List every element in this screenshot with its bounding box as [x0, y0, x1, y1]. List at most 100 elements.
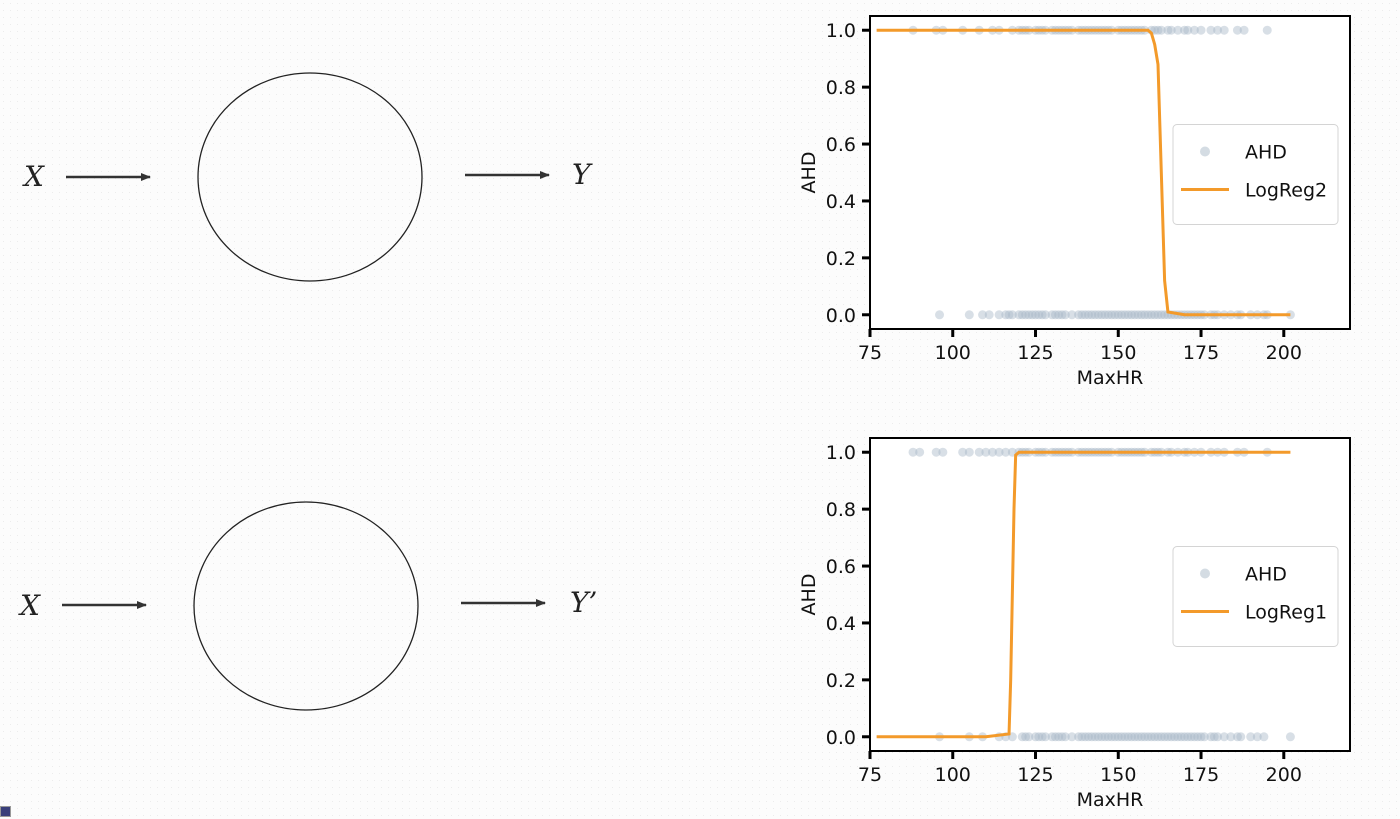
- legend-box: [1172, 124, 1339, 225]
- y-tick-label: 0.0: [826, 727, 856, 749]
- scatter-point: [1024, 732, 1034, 742]
- series-line: [876, 28, 1291, 317]
- scatter-point: [1259, 732, 1269, 742]
- scatter-point: [1156, 732, 1166, 742]
- scatter-point: [1183, 25, 1193, 35]
- output-label-bottom: Y’: [570, 586, 597, 619]
- legend: AHD LogReg2: [1172, 124, 1339, 225]
- scatter-point: [1083, 732, 1093, 742]
- scatter-point: [1047, 732, 1057, 742]
- scatter-point: [1246, 732, 1256, 742]
- scatter-point: [1236, 732, 1246, 742]
- scatter-point: [994, 447, 1004, 457]
- app-icon[interactable]: [0, 806, 11, 817]
- scatter-point: [1087, 310, 1097, 320]
- y-tick-label: 0.4: [826, 191, 856, 213]
- legend-label: LogReg2: [1245, 180, 1327, 202]
- scatter-point: [1156, 310, 1166, 320]
- scatter-point: [1133, 310, 1143, 320]
- scatter-point: [1262, 25, 1272, 35]
- scatter-point: [964, 310, 974, 320]
- scatter-point: [1037, 732, 1047, 742]
- scatter-point: [1219, 732, 1229, 742]
- x-tick-label: 75: [858, 764, 882, 786]
- scatter-point: [1189, 25, 1199, 35]
- scatter-point: [931, 447, 941, 457]
- legend-box: [1172, 546, 1339, 647]
- scatter-point: [1199, 732, 1209, 742]
- legend-label: AHD: [1245, 142, 1287, 164]
- scatter-point: [984, 310, 994, 320]
- x-tick-label: 125: [1017, 764, 1053, 786]
- scatter-point: [1050, 310, 1060, 320]
- scatter-point: [1080, 310, 1090, 320]
- scatter-point: [1213, 25, 1223, 35]
- scatter-point: [1285, 732, 1295, 742]
- scatter-point: [1093, 732, 1103, 742]
- scatter-point: [1057, 310, 1067, 320]
- scatter-point: [1060, 310, 1070, 320]
- scatter-point: [1140, 310, 1150, 320]
- scatter-point: [1113, 310, 1123, 320]
- scatter-point: [1120, 732, 1130, 742]
- scatter-point: [1103, 310, 1113, 320]
- scatter-point: [1067, 310, 1077, 320]
- scatter-point: [1206, 732, 1216, 742]
- scatter-point: [1133, 732, 1143, 742]
- scatter-point: [1037, 310, 1047, 320]
- scatter-point: [1166, 732, 1176, 742]
- scatter-point: [1160, 732, 1170, 742]
- scatter-point: [1067, 732, 1077, 742]
- scatter-point: [1150, 732, 1160, 742]
- scatter-point: [1074, 732, 1084, 742]
- scatter-point: [1143, 732, 1153, 742]
- scatter-point: [1232, 25, 1242, 35]
- scatter-point: [1080, 732, 1090, 742]
- scatter-point: [1097, 732, 1107, 742]
- legend-marker-scatter: [1200, 568, 1210, 579]
- scatter-point: [1113, 732, 1123, 742]
- y-tick-label: 0.4: [826, 613, 856, 635]
- scatter-point: [1074, 310, 1084, 320]
- scatter-point: [1146, 732, 1156, 742]
- x-tick-label: 175: [1183, 342, 1219, 364]
- scatter-point: [1050, 732, 1060, 742]
- scatter-point: [1170, 732, 1180, 742]
- scatter-point: [958, 447, 968, 457]
- scatter-point: [1034, 310, 1044, 320]
- scatter-point: [1110, 310, 1120, 320]
- legend: AHD LogReg1: [1172, 546, 1339, 647]
- scatter-point: [1083, 310, 1093, 320]
- legend-label: AHD: [1245, 564, 1287, 586]
- scatter-point: [1017, 732, 1027, 742]
- scatter-point: [1179, 732, 1189, 742]
- scatter-point: [1040, 732, 1050, 742]
- scatter-point: [1127, 310, 1137, 320]
- scatter-point: [1176, 732, 1186, 742]
- scatter-point: [1057, 732, 1067, 742]
- scatter-point: [1031, 732, 1041, 742]
- scatter-point: [1193, 732, 1203, 742]
- scatter-point: [1232, 732, 1242, 742]
- x-tick-label: 200: [1266, 764, 1302, 786]
- scatter-point: [1054, 732, 1064, 742]
- scatter-point: [1054, 310, 1064, 320]
- scatter-point: [1140, 732, 1150, 742]
- x-tick-label: 175: [1183, 764, 1219, 786]
- scatter-point: [981, 447, 991, 457]
- scatter-point: [1130, 732, 1140, 742]
- scatter-point: [1173, 732, 1183, 742]
- scatter-point: [1123, 310, 1133, 320]
- scatter-point: [1021, 310, 1031, 320]
- scatter-point: [1127, 732, 1137, 742]
- scatter-point: [1285, 310, 1295, 320]
- series-line: [876, 450, 1291, 739]
- scatter-point: [1186, 732, 1196, 742]
- x-axis-label: MaxHR: [1077, 367, 1144, 389]
- scatter-point: [1156, 25, 1166, 35]
- scatter-point: [1252, 732, 1262, 742]
- scatter-point: [1163, 732, 1173, 742]
- scatter-point: [1077, 310, 1087, 320]
- scatter-point: [1196, 25, 1206, 35]
- neuron-circle-top: [197, 72, 423, 282]
